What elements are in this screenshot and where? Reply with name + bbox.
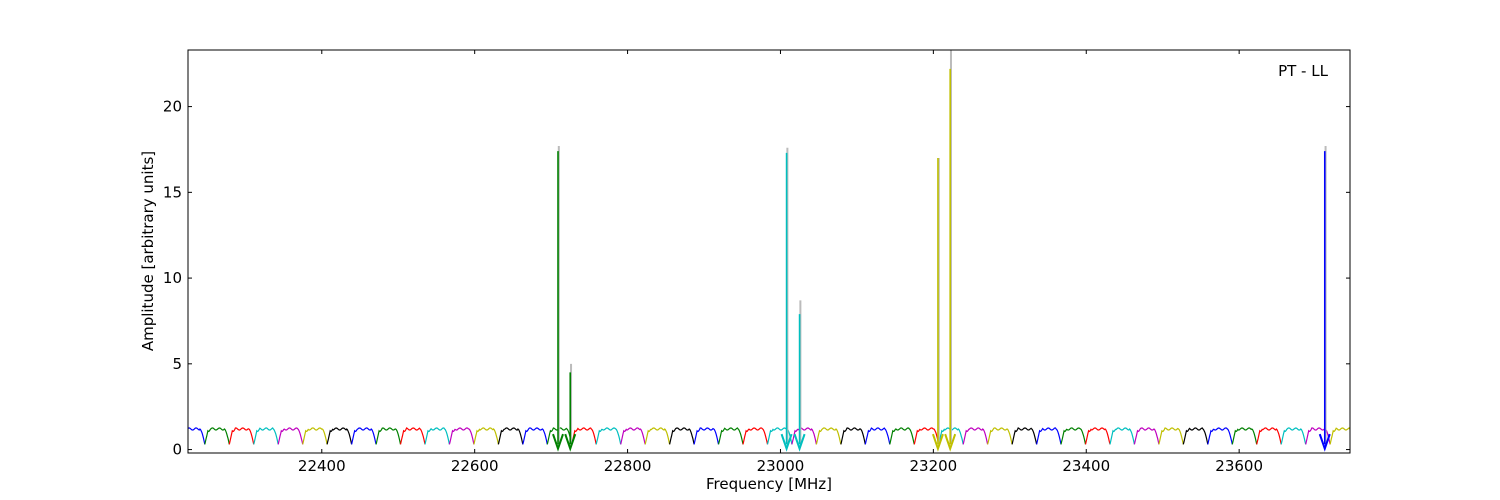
spectrum-segment	[1036, 427, 1062, 445]
spectrum-segment	[1011, 427, 1038, 445]
spectrum-segment	[1329, 427, 1350, 445]
spectrum-segment	[571, 427, 597, 445]
spectrum-segment	[913, 427, 940, 445]
x-tick-label: 23200	[910, 457, 958, 475]
spectrum-segment	[228, 427, 255, 445]
spectrum-segment	[987, 427, 1013, 445]
plot-annotation: PT - LL	[1278, 62, 1329, 80]
spectrum-segment	[1084, 427, 1111, 445]
spectrum-segment	[791, 427, 817, 445]
x-tick-label: 22400	[298, 457, 346, 475]
spectrum-segment	[595, 427, 622, 445]
spectrum-segment	[326, 427, 353, 445]
x-tick-label: 23400	[1062, 457, 1110, 475]
peak-base	[944, 433, 957, 452]
y-axis: 0 5 10 15 20	[163, 98, 1350, 459]
spectrum-segment	[962, 427, 989, 445]
spectrum-segment	[399, 427, 426, 445]
x-tick-label: 22800	[604, 457, 652, 475]
x-axis-label: Frequency [MHz]	[706, 475, 832, 493]
spectrum-segment	[620, 427, 646, 445]
spectrum-segment	[188, 427, 206, 445]
spectrum-segment	[693, 427, 720, 445]
spectrum-segment	[1256, 427, 1282, 445]
peak-base	[564, 433, 577, 452]
x-tick-label: 23000	[757, 457, 805, 475]
spectrum-segment	[522, 427, 548, 445]
spectrum-segment	[302, 427, 328, 445]
spectrum-segment	[864, 427, 891, 445]
spectrum-segment	[448, 427, 475, 445]
spectrum-segment	[1158, 427, 1184, 445]
y-tick-label: 0	[172, 441, 182, 459]
peak-base	[793, 433, 806, 452]
spectrum-segment	[424, 427, 450, 445]
spectrum-segment	[889, 427, 915, 445]
peak-base	[552, 433, 564, 452]
spectrum-segment	[1133, 427, 1160, 445]
spectrum-segment	[1060, 427, 1087, 445]
spectrum-segment	[742, 427, 769, 445]
spectrum-segment	[497, 427, 524, 445]
x-tick-label: 22600	[451, 457, 499, 475]
y-tick-label: 10	[163, 269, 182, 287]
spectrum-segment	[669, 427, 695, 445]
spectrum-segment	[717, 427, 744, 445]
y-tick-label: 15	[163, 183, 182, 201]
y-tick-label: 20	[163, 98, 182, 116]
spectrum-segment	[1231, 427, 1258, 445]
spectrum-segment	[473, 427, 499, 445]
x-tick-label: 23600	[1215, 457, 1263, 475]
spectrum-segment	[375, 427, 402, 445]
peak-base	[932, 433, 944, 452]
plot-frame	[187, 49, 1351, 454]
spectrum-segment	[1207, 427, 1233, 445]
spectrum-segment	[204, 427, 230, 445]
spectrum-segment	[644, 427, 671, 445]
peak-base	[1318, 433, 1331, 452]
spectrum-segment	[277, 427, 304, 445]
spectrum-segment	[1280, 427, 1307, 445]
peak-layer	[552, 50, 1331, 452]
y-axis-label: Amplitude [arbitrary units]	[139, 151, 157, 351]
spectrum-segment	[840, 427, 866, 445]
spectrum-segment	[351, 427, 377, 445]
spectrum-segment	[1109, 427, 1135, 445]
spectrum-segment	[1182, 427, 1209, 445]
spectrum-segment	[815, 427, 842, 445]
y-tick-label: 5	[172, 355, 182, 373]
spectrum-segment	[253, 427, 279, 445]
x-axis: 22400 22600 22800 23000 23200 23400 23600	[298, 50, 1263, 475]
peak-base	[780, 433, 793, 452]
